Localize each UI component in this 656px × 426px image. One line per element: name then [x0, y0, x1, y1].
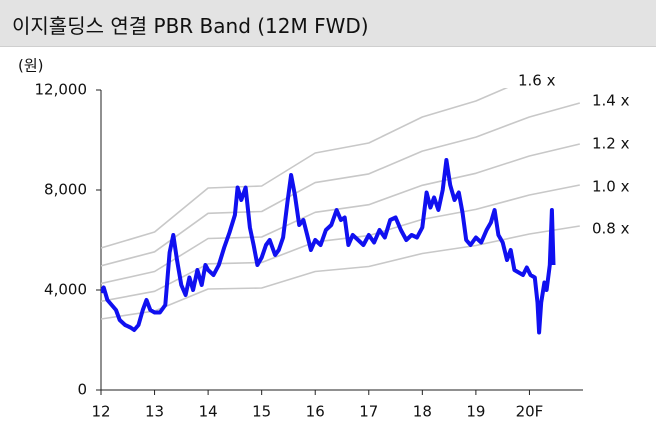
band-line — [101, 102, 581, 267]
band-line — [101, 88, 509, 249]
x-tick-label: 14 — [199, 403, 218, 421]
band-label: 1.6 x — [518, 72, 556, 90]
x-tick-label: 15 — [252, 403, 271, 421]
x-tick-label: 17 — [359, 403, 378, 421]
band-label: 1.0 x — [592, 178, 630, 196]
x-tick-label: 16 — [306, 403, 325, 421]
band-label: 1.4 x — [592, 92, 630, 110]
y-tick-label: 4,000 — [44, 281, 87, 299]
band-label: 1.2 x — [592, 135, 630, 153]
x-tick-label: 19 — [466, 403, 485, 421]
price-line — [101, 158, 556, 335]
title-bar: 이지홀딩스 연결 PBR Band (12M FWD) — [0, 0, 656, 47]
band-line — [101, 143, 580, 285]
x-tick-label: 13 — [145, 403, 164, 421]
plot-area — [101, 88, 581, 335]
y-tick-label: 0 — [77, 381, 87, 399]
band-label: 0.8 x — [592, 220, 630, 238]
chart-title: 이지홀딩스 연결 PBR Band (12M FWD) — [12, 14, 369, 38]
x-tick-label: 20F — [516, 403, 544, 421]
y-tick-label: 12,000 — [35, 81, 88, 99]
y-unit-label: (원) — [18, 57, 44, 75]
y-tick-label: 8,000 — [44, 181, 87, 199]
x-tick-label: 18 — [413, 403, 432, 421]
x-tick-label: 12 — [91, 403, 110, 421]
